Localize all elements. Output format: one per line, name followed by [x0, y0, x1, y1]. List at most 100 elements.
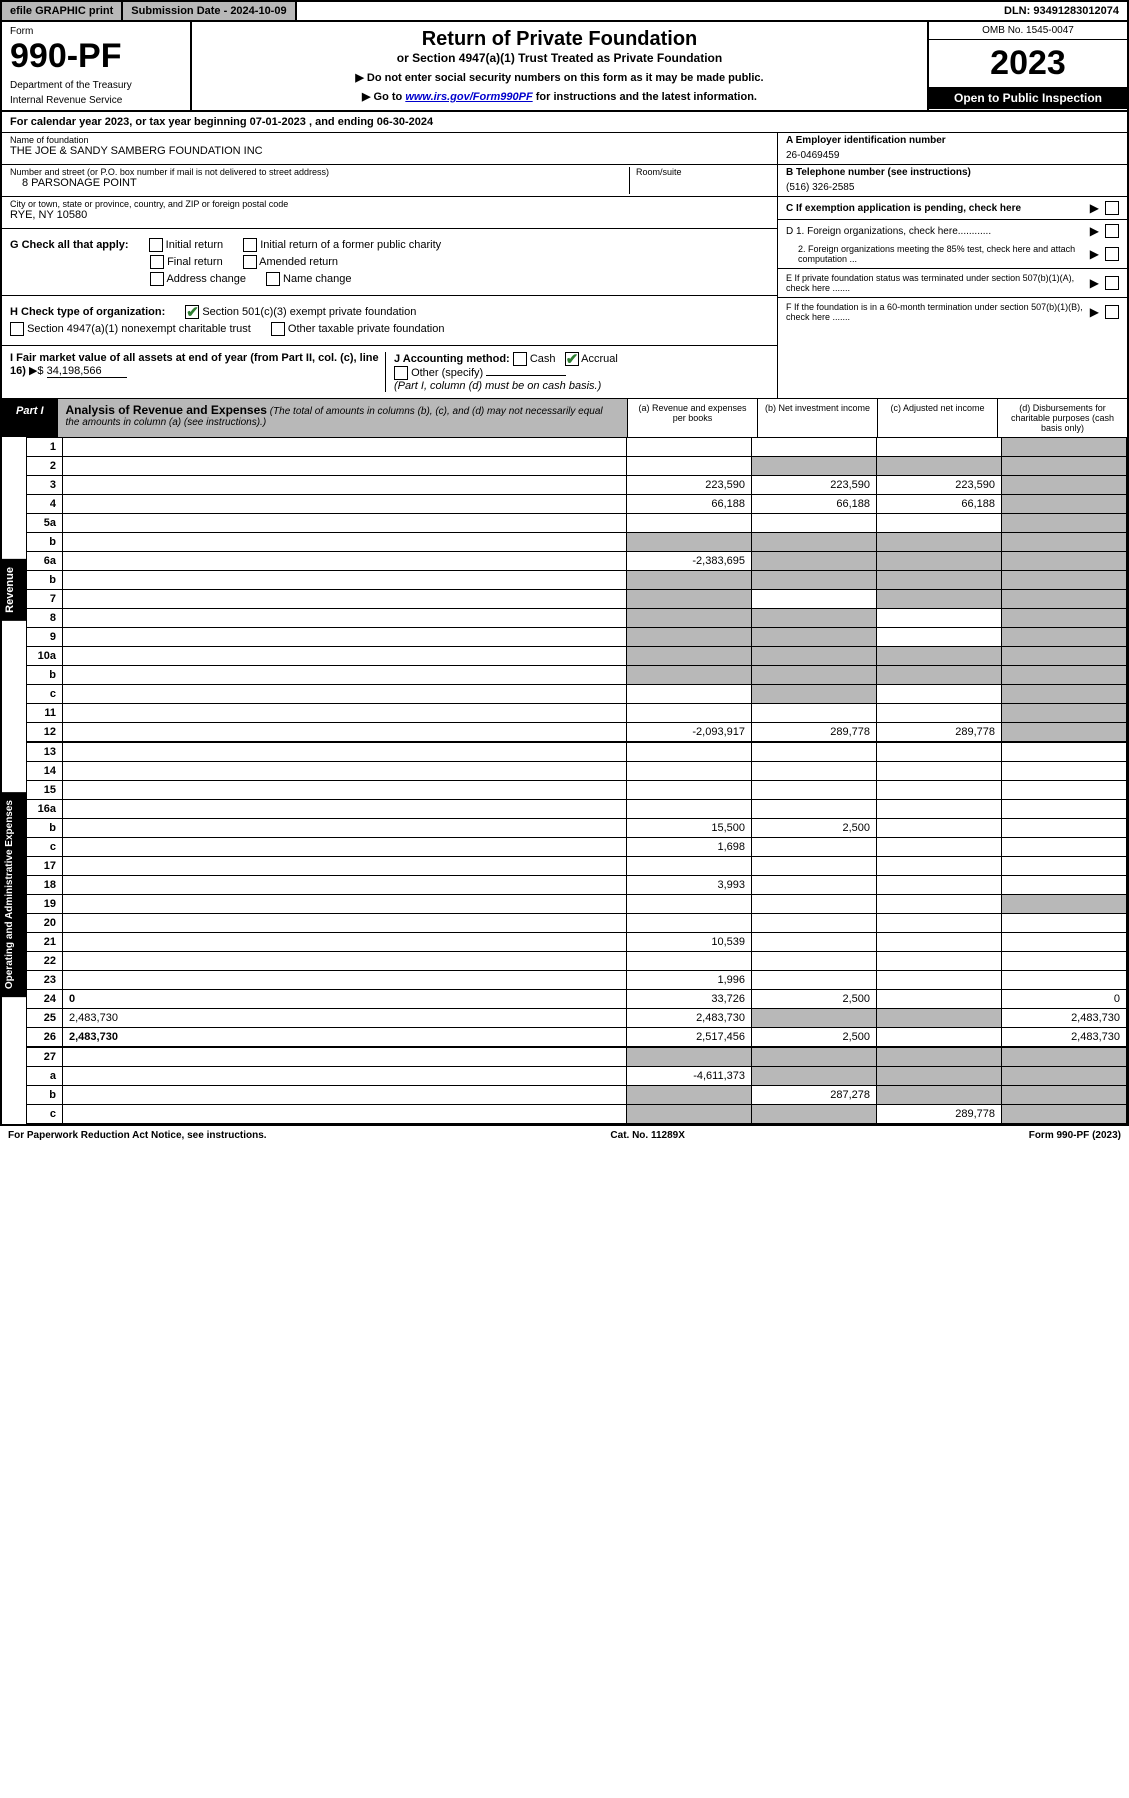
- table-row: 3223,590223,590223,590: [27, 476, 1127, 495]
- table-row: 2110,539: [27, 933, 1127, 952]
- open-public: Open to Public Inspection: [929, 87, 1127, 109]
- chk-4947[interactable]: [10, 322, 24, 336]
- lbl-addr-change: Address change: [166, 273, 246, 285]
- form990pf-link[interactable]: www.irs.gov/Form990PF: [405, 91, 532, 103]
- table-row: b: [27, 571, 1127, 590]
- total-table: 27a-4,611,373b287,278c289,778: [26, 1047, 1127, 1124]
- d1-label: D 1. Foreign organizations, check here..…: [786, 226, 1084, 237]
- table-row: 7: [27, 590, 1127, 609]
- table-row: 19: [27, 895, 1127, 914]
- footer-mid: Cat. No. 11289X: [610, 1130, 684, 1141]
- ein-value: 26-0469459: [786, 146, 1119, 161]
- tax-year: 2023: [929, 40, 1127, 87]
- street-address: 8 PARSONAGE POINT: [10, 177, 629, 189]
- table-row: 183,993: [27, 876, 1127, 895]
- chk-name-change[interactable]: [266, 272, 280, 286]
- form-title: Return of Private Foundation: [198, 28, 921, 51]
- chk-final[interactable]: [150, 255, 164, 269]
- footer-left: For Paperwork Reduction Act Notice, see …: [8, 1130, 267, 1141]
- lbl-accrual: Accrual: [581, 353, 618, 365]
- f-label: F If the foundation is in a 60-month ter…: [786, 302, 1084, 322]
- note-goto-pre: ▶ Go to: [362, 91, 405, 103]
- chk-other-method[interactable]: [394, 366, 408, 380]
- d2-label: 2. Foreign organizations meeting the 85%…: [786, 244, 1084, 264]
- chk-accrual[interactable]: [565, 352, 579, 366]
- lbl-final: Final return: [167, 256, 223, 268]
- side-expenses: Operating and Administrative Expenses: [2, 792, 26, 997]
- lbl-other-method: Other (specify): [411, 367, 483, 379]
- table-row: 11: [27, 704, 1127, 723]
- table-row: b: [27, 666, 1127, 685]
- chk-addr-change[interactable]: [150, 272, 164, 286]
- lbl-initial: Initial return: [166, 239, 223, 251]
- chk-e[interactable]: [1105, 276, 1119, 290]
- table-row: 1: [27, 438, 1127, 457]
- lbl-other-tax: Other taxable private foundation: [288, 323, 445, 335]
- city-state-zip: RYE, NY 10580: [10, 209, 769, 221]
- calendar-year: For calendar year 2023, or tax year begi…: [2, 112, 1127, 133]
- table-row: 13: [27, 743, 1127, 762]
- room-label: Room/suite: [636, 167, 769, 177]
- fmv-value: 34,198,566: [47, 365, 127, 378]
- irs-label: Internal Revenue Service: [10, 95, 182, 106]
- ein-label: A Employer identification number: [786, 135, 946, 146]
- chk-501c3[interactable]: [185, 305, 199, 319]
- table-row: c1,698: [27, 838, 1127, 857]
- phone-value: (516) 326-2585: [786, 178, 1119, 193]
- table-row: 10a: [27, 647, 1127, 666]
- addr-label: Number and street (or P.O. box number if…: [10, 167, 629, 177]
- table-row: 16a: [27, 800, 1127, 819]
- chk-f[interactable]: [1105, 305, 1119, 319]
- table-row: 27: [27, 1048, 1127, 1067]
- lbl-501c3: Section 501(c)(3) exempt private foundat…: [202, 306, 416, 318]
- table-row: 2: [27, 457, 1127, 476]
- table-row: 8: [27, 609, 1127, 628]
- h-label: H Check type of organization:: [10, 306, 165, 318]
- table-row: 12-2,093,917289,778289,778: [27, 723, 1127, 742]
- lbl-initial-former: Initial return of a former public charit…: [260, 239, 441, 251]
- omb-number: OMB No. 1545-0047: [929, 22, 1127, 40]
- table-row: a-4,611,373: [27, 1067, 1127, 1086]
- table-row: 5a: [27, 514, 1127, 533]
- dln: DLN: 93491283012074: [996, 2, 1127, 20]
- note-goto-post: for instructions and the latest informat…: [533, 91, 757, 103]
- table-row: 262,483,7302,517,4562,5002,483,730: [27, 1028, 1127, 1047]
- side-revenue: Revenue: [2, 559, 26, 621]
- table-row: 17: [27, 857, 1127, 876]
- table-row: c289,778: [27, 1105, 1127, 1124]
- foundation-name: THE JOE & SANDY SAMBERG FOUNDATION INC: [10, 145, 769, 157]
- lbl-cash: Cash: [530, 353, 556, 365]
- table-row: 14: [27, 762, 1127, 781]
- chk-initial-former[interactable]: [243, 238, 257, 252]
- chk-d2[interactable]: [1105, 247, 1119, 261]
- table-row: 24033,7262,5000: [27, 990, 1127, 1009]
- table-row: 231,996: [27, 971, 1127, 990]
- name-label: Name of foundation: [10, 135, 769, 145]
- lbl-name-change: Name change: [283, 273, 352, 285]
- city-label: City or town, state or province, country…: [10, 199, 769, 209]
- form-number: 990-PF: [10, 37, 182, 76]
- form-subtitle: or Section 4947(a)(1) Trust Treated as P…: [198, 51, 921, 65]
- revenue-table: 123223,590223,590223,590466,18866,18866,…: [26, 437, 1127, 742]
- part1-tag: Part I: [2, 399, 58, 437]
- dept-treasury: Department of the Treasury: [10, 80, 182, 91]
- table-row: b287,278: [27, 1086, 1127, 1105]
- part1-title: Analysis of Revenue and Expenses: [66, 403, 267, 417]
- table-row: 22: [27, 952, 1127, 971]
- lbl-amended: Amended return: [259, 256, 338, 268]
- lbl-4947: Section 4947(a)(1) nonexempt charitable …: [27, 323, 251, 335]
- chk-cash[interactable]: [513, 352, 527, 366]
- col-a-hdr: (a) Revenue and expenses per books: [627, 399, 757, 437]
- expense-table: 13141516ab15,5002,500c1,69817183,9931920…: [26, 742, 1127, 1047]
- chk-amended[interactable]: [243, 255, 257, 269]
- chk-other-tax[interactable]: [271, 322, 285, 336]
- form-label: Form: [10, 26, 182, 37]
- footer-right: Form 990-PF (2023): [1029, 1130, 1121, 1141]
- g-label: G Check all that apply:: [10, 239, 129, 251]
- chk-initial[interactable]: [149, 238, 163, 252]
- col-b-hdr: (b) Net investment income: [757, 399, 877, 437]
- note-ssn: ▶ Do not enter social security numbers o…: [198, 71, 921, 84]
- chk-d1[interactable]: [1105, 224, 1119, 238]
- e-label: E If private foundation status was termi…: [786, 273, 1084, 293]
- chk-c[interactable]: [1105, 201, 1119, 215]
